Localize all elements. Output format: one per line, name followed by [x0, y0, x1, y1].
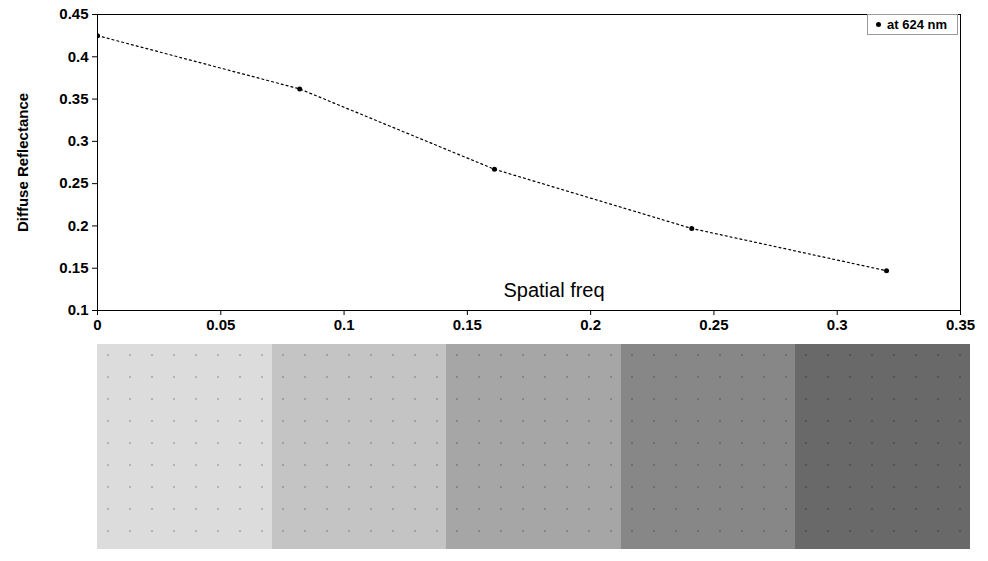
svg-text:0.3: 0.3 [68, 132, 89, 149]
svg-text:0.1: 0.1 [334, 316, 355, 333]
svg-text:Spatial freq: Spatial freq [503, 279, 604, 301]
svg-text:0: 0 [93, 316, 101, 333]
svg-text:0.2: 0.2 [580, 316, 601, 333]
svg-text:0.25: 0.25 [699, 316, 728, 333]
html-text:at 624 nm: at 624 nm [887, 17, 947, 32]
svg-text:0.35: 0.35 [946, 316, 975, 333]
svg-text:Diffuse Reflectance: Diffuse Reflectance [14, 93, 31, 232]
svg-text:0.35: 0.35 [59, 90, 88, 107]
svg-text:0.3: 0.3 [827, 316, 848, 333]
svg-text:0.25: 0.25 [59, 174, 88, 191]
svg-text:0.15: 0.15 [453, 316, 482, 333]
svg-text:0.1: 0.1 [68, 301, 89, 318]
svg-text:0.05: 0.05 [206, 316, 235, 333]
svg-text:0.15: 0.15 [59, 259, 88, 276]
svg-text:0.45: 0.45 [59, 5, 88, 22]
svg-text:0.2: 0.2 [68, 217, 89, 234]
svg-text:0.4: 0.4 [68, 48, 90, 65]
